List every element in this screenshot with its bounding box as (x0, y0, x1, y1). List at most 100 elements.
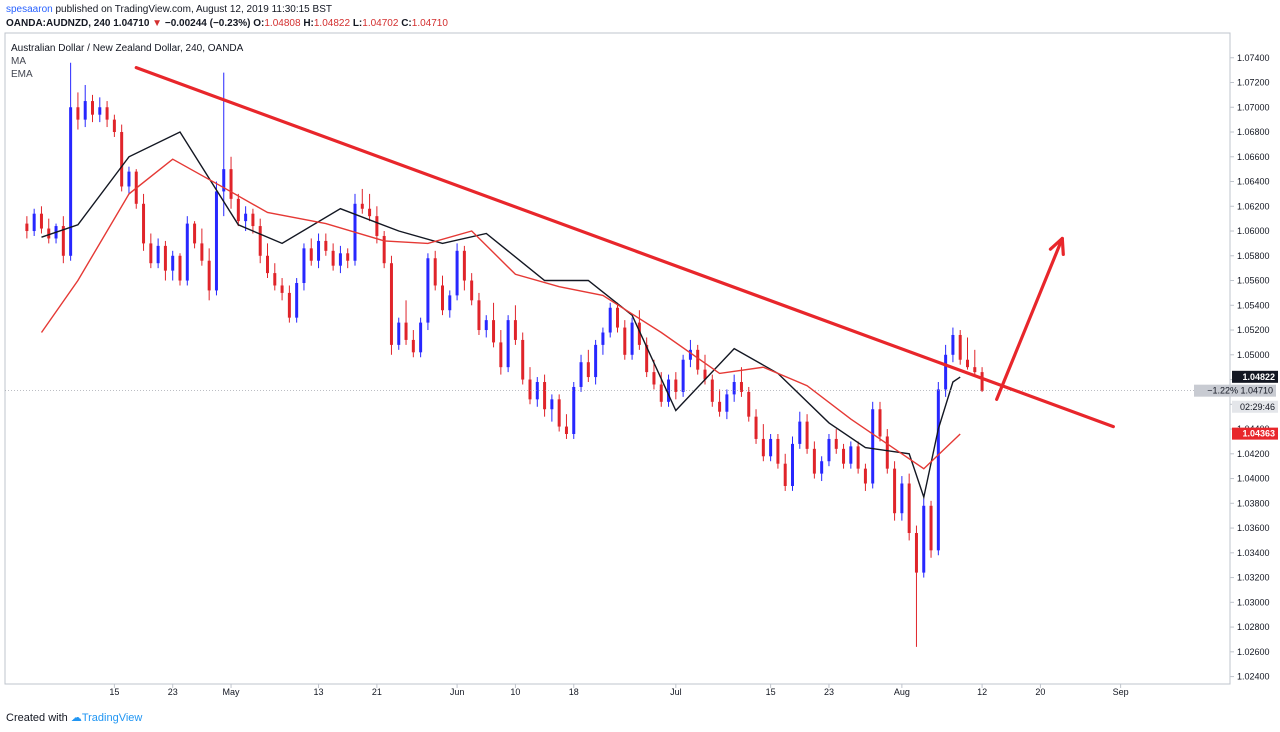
plot-area (4, 32, 1231, 685)
candle-body (827, 438, 831, 462)
candle-body (973, 367, 977, 373)
arrow-shaft (995, 236, 1064, 401)
x-tick-label: Jul (670, 687, 682, 697)
close-label: C: (401, 18, 412, 29)
candle-body (346, 253, 350, 261)
candle-body (659, 384, 663, 402)
y-tick-label: 1.04200 (1237, 449, 1270, 459)
candle-body (120, 132, 124, 187)
candle-body (360, 203, 364, 209)
candle-body (338, 253, 342, 266)
candle-body (375, 216, 379, 236)
candle-body (76, 107, 80, 120)
candle-body (951, 334, 955, 355)
candle-body (594, 344, 598, 378)
candle-body (69, 107, 73, 256)
x-tick-label: 23 (168, 687, 178, 697)
candle-body (645, 344, 649, 373)
arrow-head (1048, 236, 1065, 257)
candle-body (557, 399, 561, 427)
candle-body (936, 389, 940, 551)
y-tick-label: 1.05000 (1237, 350, 1270, 360)
candle-body (579, 362, 583, 387)
legend-ema[interactable]: EMA (11, 69, 33, 80)
candle-body (637, 322, 641, 345)
candle-body (608, 307, 612, 333)
y-tick-label: 1.07000 (1237, 102, 1270, 112)
y-tick-label: 1.03000 (1237, 597, 1270, 607)
candle-body (834, 438, 838, 449)
candle-body (397, 322, 401, 345)
y-tick-label: 1.05800 (1237, 251, 1270, 261)
candle-body (433, 258, 437, 286)
candle-body (25, 223, 29, 232)
candle-body (922, 505, 926, 573)
price-label: −1.22% 1.04710 (1207, 386, 1273, 396)
chart-legend: Australian Dollar / New Zealand Dollar, … (11, 42, 243, 81)
candle-body (754, 416, 758, 439)
candle-body (528, 379, 532, 400)
candle-body (83, 101, 87, 120)
candle-body (871, 409, 875, 484)
x-tick-label: Sep (1113, 687, 1129, 697)
x-tick-label: 10 (510, 687, 520, 697)
candle-body (492, 320, 496, 343)
candle-body (251, 213, 255, 227)
candle-body (863, 468, 867, 484)
price-label-bg (1232, 400, 1278, 413)
candle-body (324, 240, 328, 251)
author-link[interactable]: spesaaron (6, 4, 53, 15)
candle-body (535, 382, 539, 400)
y-tick-label: 1.03600 (1237, 523, 1270, 533)
candle-body (331, 250, 335, 266)
x-tick-label: 12 (977, 687, 987, 697)
candle-body (287, 292, 291, 318)
candle-body (805, 421, 809, 449)
candle-body (266, 255, 269, 274)
candle-body (462, 250, 466, 281)
candle-body (769, 438, 773, 457)
candle-body (900, 483, 904, 514)
x-tick-label: 15 (766, 687, 776, 697)
candle-body (572, 386, 576, 434)
candle-body (732, 382, 736, 395)
candle-body (966, 359, 969, 368)
candle-body (543, 382, 547, 410)
created-with-text: Created with (6, 712, 68, 724)
candle-body (623, 327, 627, 355)
candle-body (47, 228, 51, 239)
y-tick-label: 1.05600 (1237, 276, 1270, 286)
price-label: 1.04363 (1242, 429, 1275, 439)
candle-body (142, 203, 146, 244)
tradingview-link[interactable]: TradingView (81, 712, 143, 724)
candle-body (236, 198, 240, 222)
candle-body (105, 107, 109, 120)
candle-body (681, 359, 685, 392)
candle-body (761, 438, 765, 457)
legend-ma[interactable]: MA (11, 56, 26, 67)
candle-body (783, 463, 787, 486)
trendline (134, 66, 1115, 429)
x-tick-label: 18 (569, 687, 579, 697)
candle-body (696, 349, 700, 370)
candle-body (368, 208, 372, 217)
candle-body (513, 320, 517, 340)
candle-body (178, 255, 182, 281)
y-tick-label: 1.02400 (1237, 672, 1270, 682)
candle-body (477, 300, 481, 331)
y-tick-label: 1.03200 (1237, 573, 1270, 583)
candle-body (455, 250, 459, 296)
y-tick-label: 1.06800 (1237, 127, 1270, 137)
candle-body (703, 369, 707, 380)
candle-body (61, 226, 65, 256)
candle-body (907, 483, 911, 534)
candle-body (616, 307, 619, 328)
price-label-bg (1232, 370, 1278, 383)
change-value: −0.00244 (−0.23%) (164, 18, 251, 29)
candle-body (426, 258, 430, 323)
candle-body (244, 213, 248, 222)
candle-body (798, 421, 802, 444)
candle-body (718, 401, 722, 412)
candle-body (747, 391, 751, 417)
